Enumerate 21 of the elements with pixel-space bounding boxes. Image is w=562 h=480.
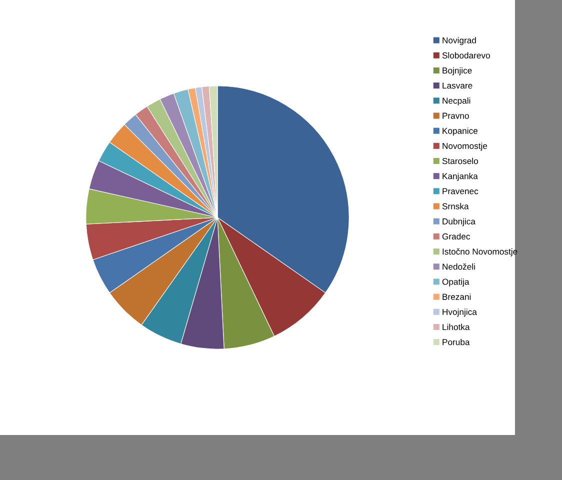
legend-label: Lasvare: [442, 82, 472, 89]
legend-label: Kanjanka: [442, 172, 478, 181]
legend-label: Opatija: [442, 278, 470, 287]
legend-label: Bojnjice: [442, 67, 472, 76]
legend-label: Gradec: [442, 233, 470, 240]
legend-label: Srnska: [442, 203, 469, 210]
legend-label: Nedoželi: [442, 263, 475, 270]
legend-label: Kopanice: [442, 128, 478, 136]
legend-label: Lihotka: [442, 324, 470, 330]
legend-label: Dubnjica: [442, 218, 476, 226]
legend-label: Necpali: [442, 97, 470, 106]
legend-label: Staroselo: [442, 158, 478, 164]
legend-label: Hvojnjica: [442, 308, 477, 317]
legend-label: Pravno: [442, 112, 469, 119]
legend-label: Poruba: [442, 338, 470, 346]
legend-label: Istočno Novomostje: [442, 248, 518, 256]
legend-label: Slobodarevo: [442, 52, 490, 58]
legend-label: Novigrad: [442, 37, 476, 46]
legend-label: Brezani: [442, 294, 471, 300]
legend-label: Novomostje: [442, 142, 488, 151]
legend-label: Pravenec: [442, 188, 478, 194]
